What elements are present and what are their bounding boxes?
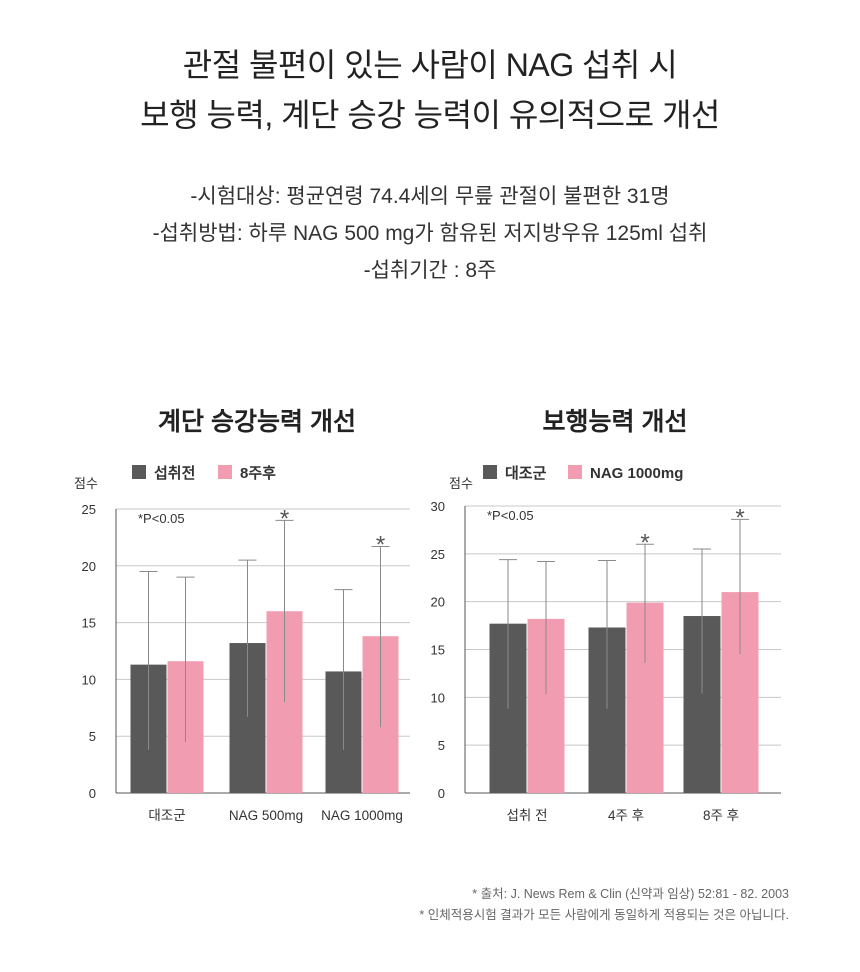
walking-chart: 점수 대조군 NAG 1000mg 0 5 10 15 20 25 30 *P<0.05 섭취 전 4주… (431, 465, 781, 823)
legend-label-0: 섭취전 (154, 465, 195, 482)
significance-asterisk: * (376, 531, 385, 558)
legend-swatch-0 (483, 465, 497, 479)
significance-asterisk: * (735, 504, 744, 531)
y-tick-label: 5 (89, 729, 96, 744)
y-tick-label: 0 (438, 786, 445, 801)
study-period: -섭취기간 : 8주 (363, 259, 497, 282)
chart-title-walking: 보행능력 개선 (542, 408, 688, 436)
y-tick-label: 20 (431, 595, 445, 610)
y-tick-label: 20 (82, 559, 96, 574)
y-tick-label: 25 (82, 502, 96, 517)
significance-note: *P<0.05 (487, 508, 534, 523)
y-axis-label: 점수 (74, 476, 98, 491)
significance-note: *P<0.05 (138, 511, 185, 526)
y-tick-label: 10 (431, 690, 445, 705)
study-method: -섭취방법: 하루 NAG 500 mg가 함유된 저지방우유 125ml 섭취 (152, 222, 708, 245)
legend-swatch-1 (568, 465, 582, 479)
x-tick-label: 섭취 전 (506, 808, 547, 823)
headline-line-1: 관절 불편이 있는 사람이 NAG 섭취 시 (182, 47, 678, 83)
study-subjects: -시험대상: 평균연령 74.4세의 무릎 관절이 불편한 31명 (190, 185, 670, 208)
y-tick-label: 30 (431, 499, 445, 514)
significance-asterisk: * (640, 529, 649, 556)
x-tick-label: 대조군 (148, 808, 185, 823)
y-axis-label: 점수 (449, 476, 473, 491)
x-tick-label: NAG 500mg (229, 808, 303, 823)
chart-title-stairs: 계단 승강능력 개선 (158, 408, 356, 436)
y-tick-label: 25 (431, 547, 445, 562)
y-tick-label: 15 (82, 616, 96, 631)
source-citation: * 출처: J. News Rem & Clin (신약과 임상) 52:81 … (472, 887, 789, 901)
source-disclaimer: * 인체적용시험 결과가 모든 사람에게 동일하게 적용되는 것은 아닙니다. (419, 908, 789, 922)
y-tick-label: 0 (89, 786, 96, 801)
y-tick-label: 5 (438, 738, 445, 753)
legend-label-1: 8주후 (240, 465, 276, 482)
legend-swatch-0 (132, 465, 146, 479)
legend-label-1: NAG 1000mg (590, 465, 683, 482)
legend-label-0: 대조군 (505, 465, 547, 482)
significance-asterisk: * (280, 505, 289, 532)
legend-swatch-1 (218, 465, 232, 479)
x-tick-label: 8주 후 (703, 808, 739, 823)
headline-line-2: 보행 능력, 계단 승강 능력이 유의적으로 개선 (140, 97, 720, 133)
x-tick-label: NAG 1000mg (321, 808, 403, 823)
y-tick-label: 10 (82, 672, 96, 687)
x-tick-label: 4주 후 (608, 808, 644, 823)
y-tick-label: 15 (431, 643, 445, 658)
stairs-chart: 점수 섭취전 8주후 0 5 10 15 20 25 *P<0.05 대조군 NAG 500mg NAG… (74, 465, 410, 823)
